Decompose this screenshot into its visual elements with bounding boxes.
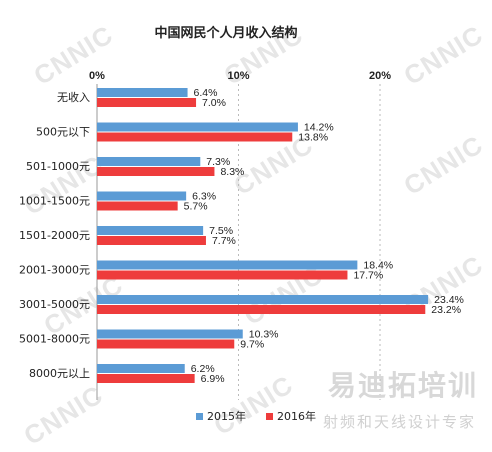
bar-2016: [97, 98, 197, 107]
data-label: 13.8%: [298, 132, 328, 144]
bar-2016: [97, 374, 195, 383]
x-tick-label: 10%: [227, 70, 249, 82]
data-label: 6.9%: [201, 373, 225, 385]
bar-2015: [97, 364, 185, 373]
data-label: 5.7%: [184, 201, 208, 213]
brand-tagline: 射频和天线设计专家: [322, 413, 476, 431]
data-label: 14.2%: [304, 122, 334, 134]
bar-2016: [97, 167, 215, 176]
chart-container: CNNIC CNNIC CNNIC CNNIC CNNIC CNNIC CNNIC CNNIC…: [18, 19, 488, 451]
category-label: 3001-5000元: [19, 298, 90, 311]
legend-label: 2016年: [277, 409, 316, 423]
data-label: 8.3%: [220, 166, 244, 178]
category-label: 5001-8000元: [19, 333, 90, 346]
chart-title: 中国网民个人月收入结构: [154, 25, 297, 41]
bar-2015: [97, 260, 358, 270]
data-label: 6.3%: [192, 191, 216, 203]
legend-swatch: [266, 413, 273, 420]
bar-2015: [97, 226, 204, 235]
category-label: 1501-2000元: [19, 229, 90, 242]
data-label: 23.4%: [434, 294, 464, 306]
category-label: 1001-1500元: [19, 195, 90, 208]
bar-chart: 中国网民个人月收入结构 0% 10% 20% 无收入 6.4%7.0% 500元以下 14.2…: [19, 25, 464, 423]
category-label: 2001-3000元: [19, 264, 90, 277]
bar-2016: [97, 270, 348, 280]
data-label: 7.7%: [212, 235, 236, 247]
data-label: 10.3%: [249, 329, 279, 341]
bar-2016: [97, 339, 235, 349]
bar-2015: [97, 329, 243, 339]
bar-2016: [97, 201, 178, 211]
brand-logo-text: 易迪拓培训: [327, 369, 478, 402]
x-tick-label: 0%: [89, 70, 105, 82]
bar-2015: [97, 122, 298, 132]
bar-2015: [97, 88, 188, 97]
data-label: 7.5%: [209, 225, 233, 237]
data-label: 6.4%: [194, 87, 218, 99]
bar-2016: [97, 305, 426, 314]
bar-2015: [97, 191, 187, 201]
category-label: 501-1000元: [26, 160, 90, 173]
data-label: 18.4%: [363, 260, 393, 272]
bar-2016: [97, 132, 293, 142]
category-label: 无收入: [57, 90, 90, 104]
data-label: 9.7%: [240, 339, 264, 351]
x-tick-label: 20%: [369, 70, 391, 82]
data-label: 7.3%: [206, 156, 230, 168]
data-label: 6.2%: [191, 363, 215, 375]
data-label: 7.0%: [202, 97, 226, 109]
bar-2015: [97, 157, 201, 166]
category-label: 500元以下: [36, 126, 90, 139]
category-label: 8000元以上: [29, 367, 90, 380]
legend-swatch: [196, 413, 203, 420]
bar-2015: [97, 295, 429, 304]
legend-label: 2015年: [207, 409, 246, 423]
data-label: 23.2%: [431, 304, 461, 316]
data-label: 17.7%: [353, 270, 383, 282]
bar-2016: [97, 236, 206, 245]
